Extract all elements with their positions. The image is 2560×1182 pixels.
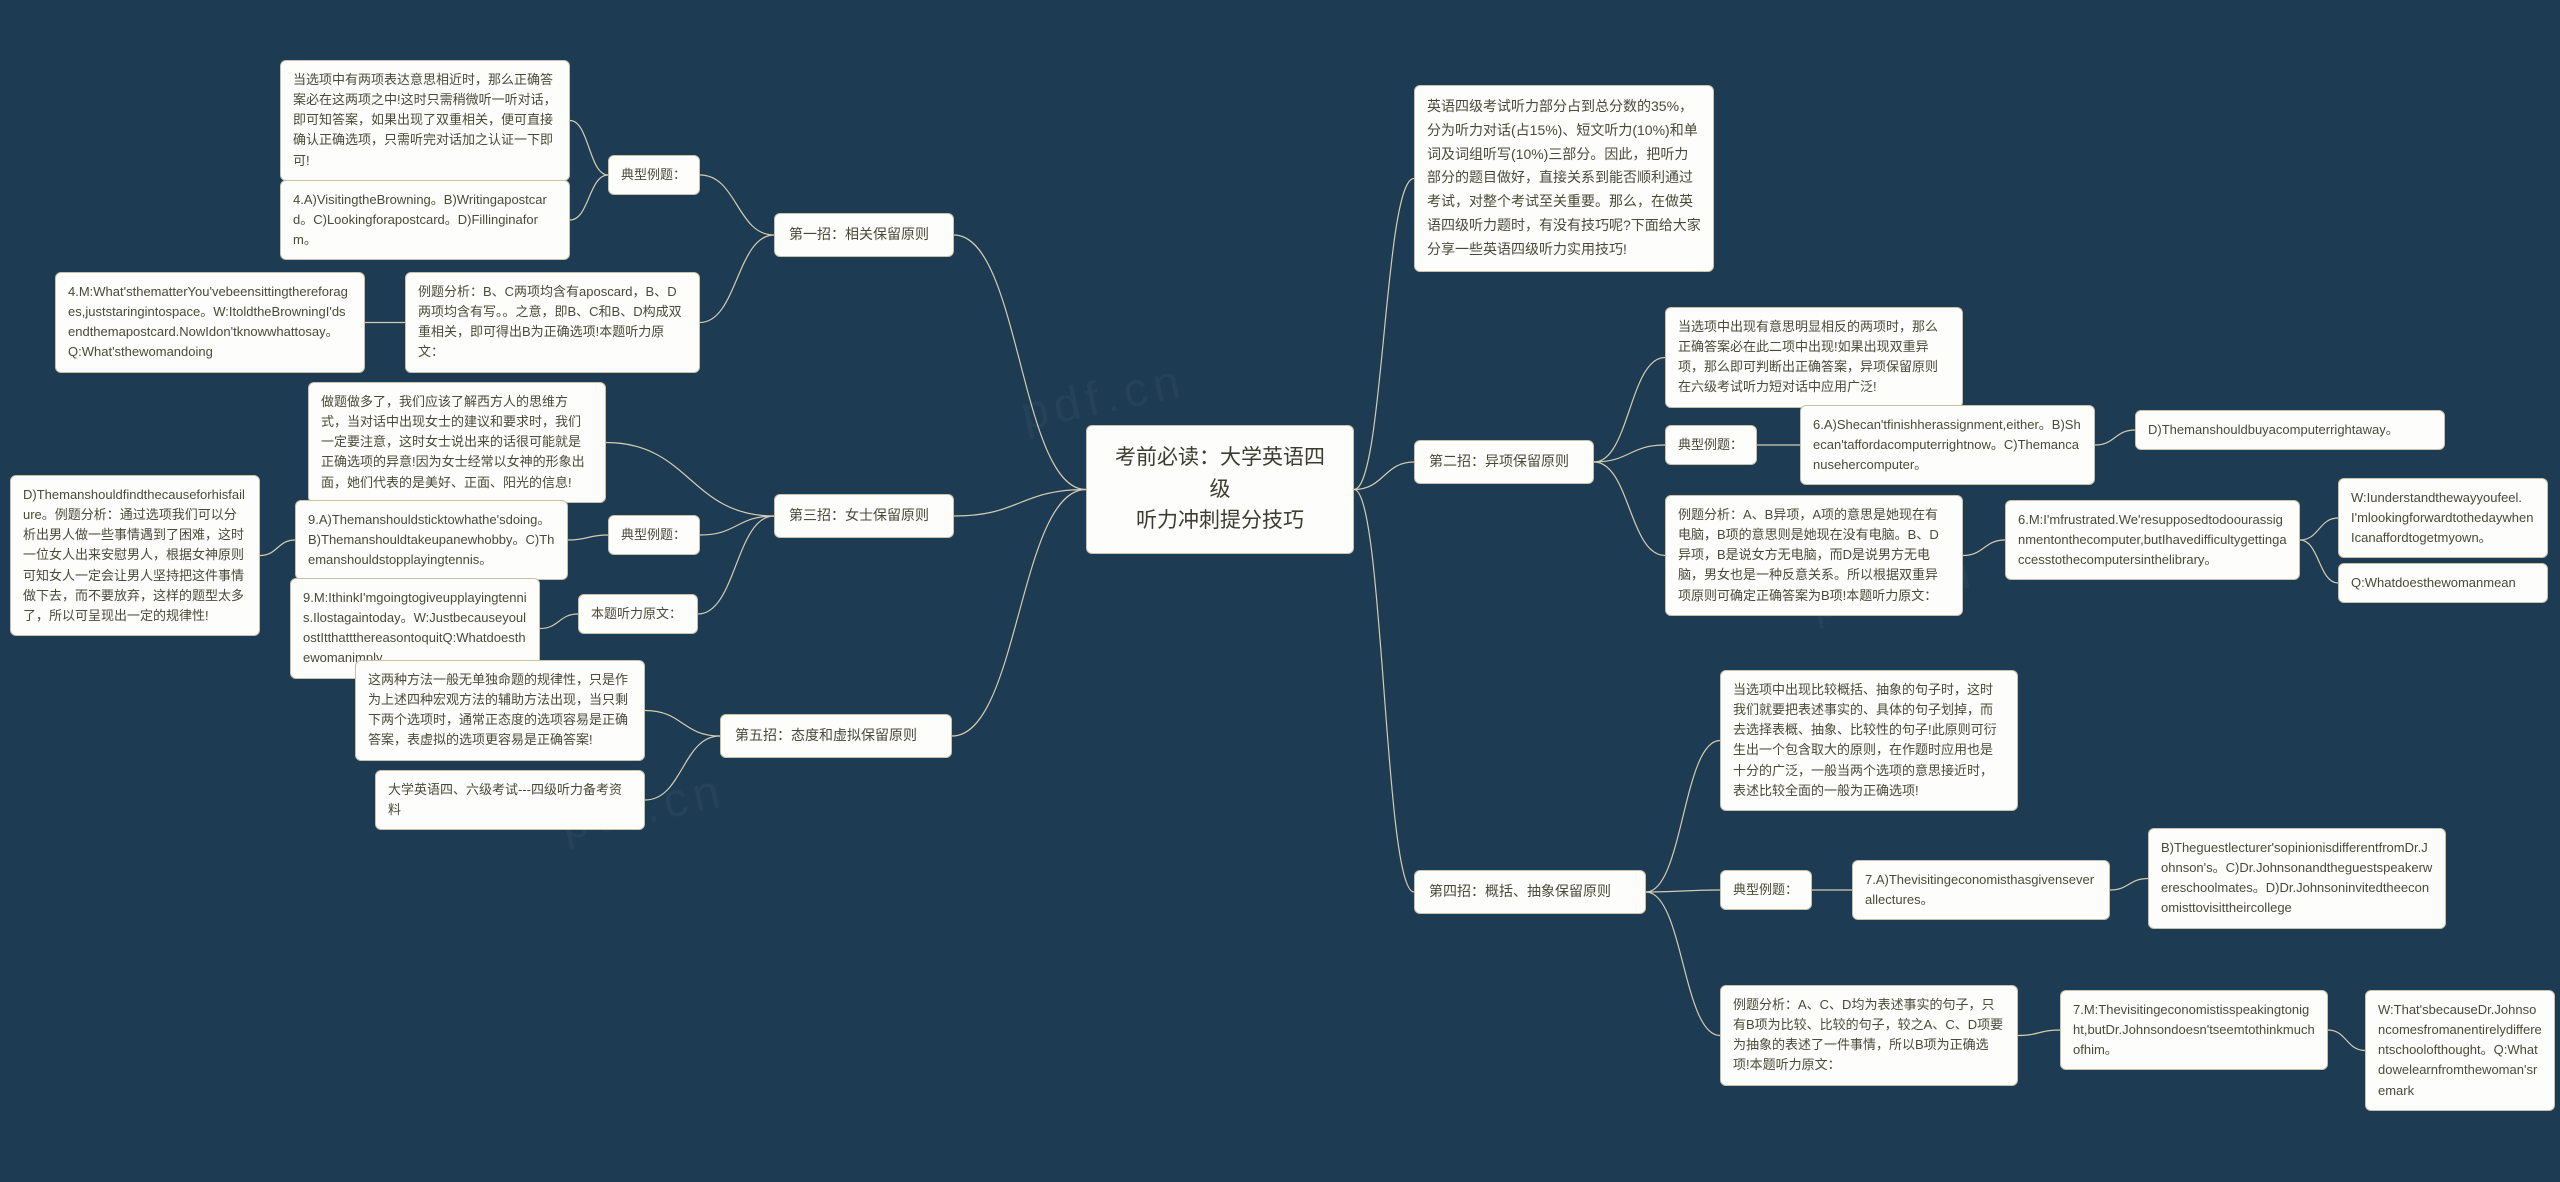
edge — [645, 711, 720, 737]
node-b4c2: 例题分析：A、C、D均为表述事实的句子，只有B项为比较、比较的句子，较之A、C、… — [1720, 985, 2018, 1086]
node-b4c1: 典型例题： — [1720, 870, 1812, 910]
edge — [700, 235, 774, 323]
node-b3c1: 典型例题： — [608, 515, 700, 555]
node-b1c1a: 当选项中有两项表达意思相近时，那么正确答案必在这两项之中!这时只需稍微听一听对话… — [280, 60, 570, 181]
node-b4c0: 当选项中出现比较概括、抽象的句子时，这时我们就要把表述事实的、具体的句子划掉，而… — [1720, 670, 2018, 811]
edge — [2018, 1030, 2060, 1036]
edge — [570, 175, 608, 220]
edge — [1646, 890, 1720, 892]
node-b5c1: 这两种方法一般无单独命题的规律性，只是作为上述四种宏观方法的辅助方法出现，当只剩… — [355, 660, 645, 761]
node-b2: 第二招：异项保留原则 — [1414, 440, 1594, 484]
edge — [1594, 462, 1665, 556]
edge — [700, 516, 774, 535]
edge — [952, 490, 1086, 737]
edge — [568, 535, 608, 540]
edge — [2328, 1030, 2365, 1051]
node-b2c2b: W:Iunderstandthewayyoufeel.I'mlookingfor… — [2338, 478, 2548, 558]
edge — [1354, 490, 1414, 893]
node-b2c0: 当选项中出现有意思明显相反的两项时，那么正确答案必在此二项中出现!如果出现双重异… — [1665, 307, 1963, 408]
node-b4c1a1: B)Theguestlecturer'sopinionisdifferentfr… — [2148, 828, 2446, 929]
edge — [1594, 358, 1665, 463]
node-b2c1a1: D)Themanshouldbuyacomputerrightaway。 — [2135, 410, 2445, 450]
node-b2c1: 典型例题： — [1665, 425, 1757, 465]
node-b3c1a: 9.A)Themanshouldsticktowhathe'sdoing。B)T… — [295, 500, 568, 580]
edge — [606, 443, 774, 517]
edge — [954, 490, 1086, 517]
node-b5: 第五招：态度和虚拟保留原则 — [720, 714, 952, 758]
edge — [2095, 430, 2135, 445]
edge — [1594, 445, 1665, 462]
node-root: 考前必读：大学英语四级听力冲刺提分技巧 — [1086, 425, 1354, 554]
node-b2c2c: Q:Whatdoesthewomanmean — [2338, 563, 2548, 603]
node-b1c1: 典型例题： — [608, 155, 700, 195]
edge — [954, 235, 1086, 490]
node-b1c2: 例题分析：B、C两项均含有aposcard，B、D两项均含有写。。之意，即B、C… — [405, 272, 700, 373]
node-b4c2a: 7.M:Thevisitingeconomistisspeakingtonigh… — [2060, 990, 2328, 1070]
node-b3c2: 本题听力原文： — [578, 594, 698, 634]
edge — [540, 614, 578, 629]
edge — [1646, 741, 1720, 893]
edge — [1354, 179, 1414, 490]
node-intro: 英语四级考试听力部分占到总分数的35%，分为听力对话(占15%)、短文听力(10… — [1414, 85, 1714, 272]
edge — [1646, 892, 1720, 1036]
node-b4c1a: 7.A)Thevisitingeconomisthasgivenseverall… — [1852, 860, 2110, 920]
node-b2c2a: 6.M:I'mfrustrated.We'resupposedtodoouras… — [2005, 500, 2300, 580]
edge — [645, 736, 720, 800]
edge — [700, 175, 774, 235]
node-b5c2: 大学英语四、六级考试---四级听力备考资料 — [375, 770, 645, 830]
node-b1c1b: 4.A)VisitingtheBrowning。B)Writingapostca… — [280, 180, 570, 260]
mindmap-canvas: pdf.cnpdf.cnpdf.cn考前必读：大学英语四级听力冲刺提分技巧英语四… — [0, 0, 2560, 1182]
edge — [1354, 462, 1414, 490]
node-b3: 第三招：女士保留原则 — [774, 494, 954, 538]
edge — [2110, 879, 2148, 891]
node-b3c0: 做题做多了，我们应该了解西方人的思维方式，当对话中出现女士的建议和要求时，我们一… — [308, 382, 606, 503]
edge — [2300, 518, 2338, 540]
edge — [260, 540, 295, 556]
node-b4c2a1: W:That'sbecauseDr.Johnsoncomesfromanenti… — [2365, 990, 2555, 1111]
node-b4: 第四招：概括、抽象保留原则 — [1414, 870, 1646, 914]
edge — [570, 121, 608, 176]
node-b2c2: 例题分析：A、B异项，A项的意思是她现在有电脑，B项的意思则是她现在没有电脑。B… — [1665, 495, 1963, 616]
node-b3c1a1: D)Themanshouldfindthecauseforhisfailure。… — [10, 475, 260, 636]
edge — [2300, 540, 2338, 583]
edge — [1963, 540, 2005, 556]
node-b2c1a: 6.A)Shecan'tfinishherassignment,either。B… — [1800, 405, 2095, 485]
edge — [698, 516, 774, 614]
node-b1: 第一招：相关保留原则 — [774, 213, 954, 257]
node-b1c2a: 4.M:What'sthematterYou'vebeensittingther… — [55, 272, 365, 373]
